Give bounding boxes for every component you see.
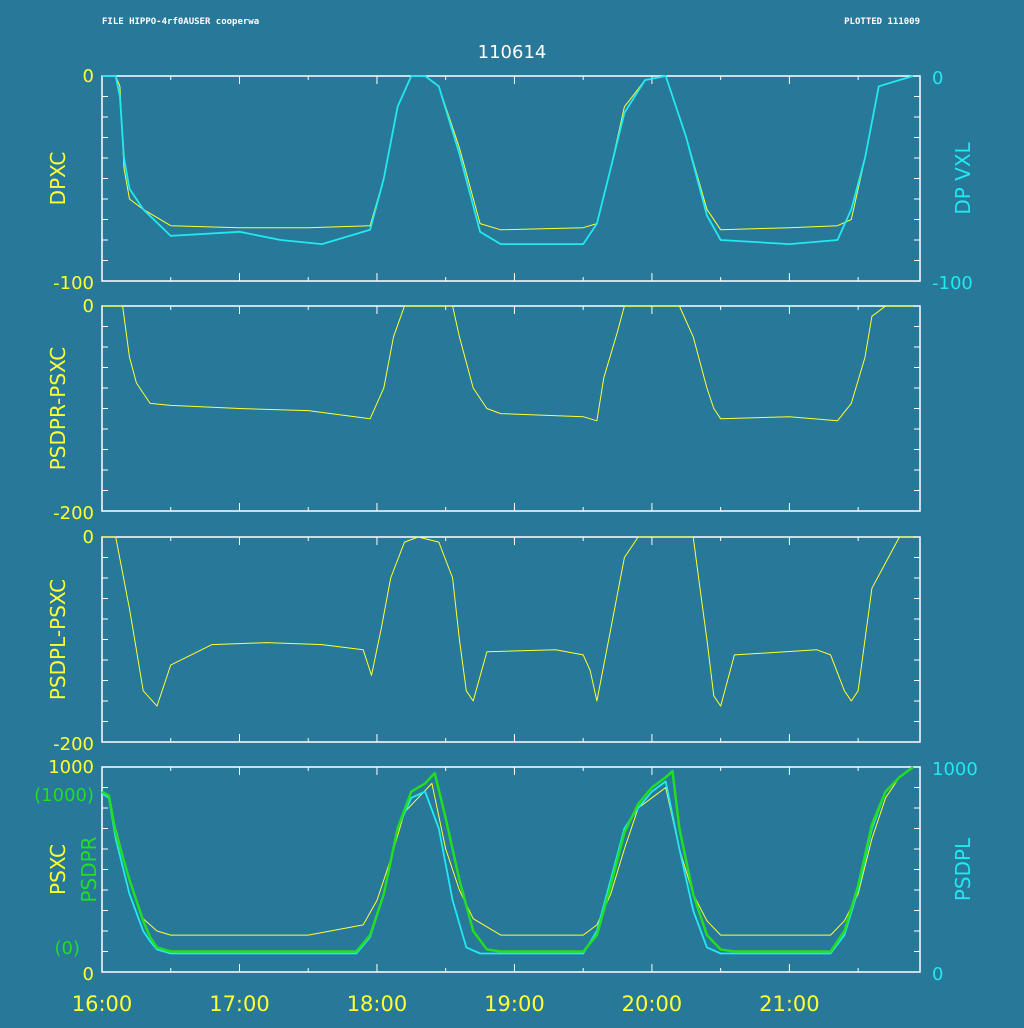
x-tick-label: 17:00: [209, 992, 270, 1016]
right-tick-label-top: 0: [932, 68, 943, 89]
series-line-yellow: [101, 766, 914, 936]
series-line-yellow: [102, 305, 914, 422]
y-tick-label-bottom: -100: [53, 273, 94, 294]
right-axis-label: PSDPL: [951, 837, 975, 901]
plot-frame: [101, 766, 921, 973]
y2-tick-label-bottom: (0): [55, 938, 81, 959]
right-tick-label-bottom: -100: [932, 273, 973, 294]
plot-frame: [101, 536, 921, 743]
series-line-yellow: [102, 536, 914, 707]
y-tick-label-bottom: 0: [83, 964, 94, 985]
y-axis-label: PSDPR-PSXC: [46, 347, 70, 471]
y2-tick-label-top: (1000): [34, 785, 94, 806]
y-tick-label-top: 0: [83, 527, 94, 548]
x-tick-label: 18:00: [347, 992, 408, 1016]
series-line-green: [101, 766, 914, 953]
right-axis-label: DP VXL: [951, 141, 975, 214]
y-tick-label-top: 1000: [48, 757, 94, 778]
x-tick-label: 16:00: [72, 992, 133, 1016]
plotted-date-text: PLOTTED 111009: [844, 17, 920, 27]
series-line-yellow: [102, 75, 914, 231]
file-info-text: FILE HIPPO-4rf0AUSER cooperwa: [102, 17, 259, 27]
right-tick-label-top: 1000: [932, 759, 978, 780]
plot-frame: [101, 75, 921, 282]
panel-3: 0 -200 PSDPL-PSXC: [46, 527, 921, 755]
y-axis-label: DPXC: [46, 152, 70, 206]
y-tick-label-bottom: -200: [53, 503, 94, 524]
x-axis: 16:00 17:00 18:00 19:00 20:00 21:00: [72, 992, 820, 1016]
plot-frame: [101, 305, 921, 512]
panel-2: 0 -200 PSDPR-PSXC: [46, 296, 921, 524]
y-axis-label: PSXC: [46, 844, 70, 895]
y2-axis-label: PSDPR: [77, 836, 101, 902]
y-tick-label-bottom: -200: [53, 734, 94, 755]
x-tick-label: 20:00: [622, 992, 683, 1016]
x-tick-label: 19:00: [484, 992, 545, 1016]
panel-1: 0 -100 0 -100 DPXC DP VXL: [46, 66, 975, 294]
y-tick-label-top: 0: [83, 296, 94, 317]
right-tick-label-bottom: 0: [932, 964, 943, 985]
series-line-cyan: [102, 75, 914, 246]
panel-4: 1000 0 (1000) (0) 1000 0 PSXC PSDPR PSDPL: [34, 757, 978, 985]
chart-title: 110614: [478, 42, 547, 63]
y-tick-label-top: 0: [83, 66, 94, 87]
x-tick-label: 21:00: [759, 992, 820, 1016]
y-axis-label: PSDPL-PSXC: [46, 579, 70, 700]
series-line-cyan: [101, 766, 914, 955]
